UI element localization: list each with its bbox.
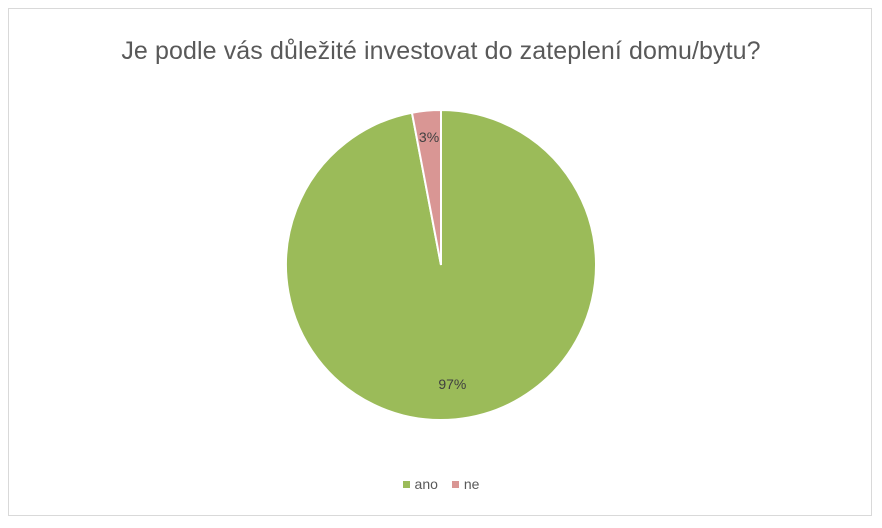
chart-title: Je podle vás důležité investovat do zate…	[121, 37, 761, 65]
legend-swatch-ano	[402, 480, 410, 488]
data-label-ano: 97%	[438, 376, 466, 392]
legend-swatch-ne	[451, 480, 459, 488]
legend: ano ne	[9, 476, 873, 492]
legend-label-ano: ano	[414, 476, 438, 492]
legend-item-ne: ne	[451, 476, 480, 492]
pie-chart: 97% 3%	[285, 108, 597, 421]
pie-slice-ne	[410, 108, 442, 266]
data-label-ne: 3%	[419, 129, 439, 145]
legend-label-ne: ne	[463, 476, 480, 492]
legend-item-ano: ano	[402, 476, 438, 492]
chart-frame: Je podle vás důležité investovat do zate…	[8, 8, 872, 516]
